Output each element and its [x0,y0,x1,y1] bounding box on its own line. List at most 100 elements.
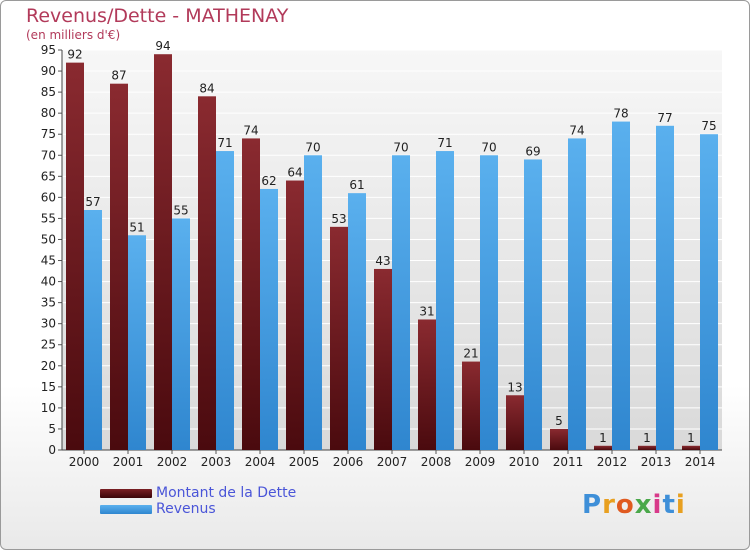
data-label-revenus: 69 [525,144,540,158]
data-label-dette: 1 [687,431,695,445]
bar-revenus [612,121,630,450]
y-tick-label: 10 [41,401,56,415]
bar-dette [242,138,260,450]
data-label-dette: 87 [111,69,126,83]
data-label-revenus: 74 [569,123,584,137]
data-label-dette: 84 [199,81,214,95]
data-label-dette: 74 [243,123,258,137]
x-tick-label: 2008 [421,455,452,469]
x-tick-label: 2004 [245,455,276,469]
bar-dette [594,445,612,450]
y-tick-label: 35 [41,296,56,310]
logo-letter: r [602,490,616,520]
y-tick-label: 25 [41,338,56,352]
bar-revenus [524,159,542,450]
x-tick-label: 2013 [641,455,672,469]
data-label-revenus: 61 [349,178,364,192]
y-tick-label: 75 [41,127,56,141]
y-tick-label: 30 [41,317,56,331]
y-tick-label: 20 [41,359,56,373]
chart-subtitle: (en milliers d'€) [26,28,121,42]
data-label-revenus: 55 [173,203,188,217]
bar-revenus [304,155,322,450]
data-label-revenus: 70 [305,140,320,154]
data-label-revenus: 75 [701,119,716,133]
y-tick-label: 50 [41,232,56,246]
data-label-revenus: 62 [261,174,276,188]
bar-revenus [216,151,234,451]
y-tick-label: 85 [41,85,56,99]
logo-letter: x [634,490,653,520]
bar-revenus [84,210,102,450]
bar-revenus [128,235,146,450]
y-tick-label: 5 [48,422,56,436]
logo-letter: P [582,490,603,520]
bar-dette [330,226,348,450]
y-tick-label: 55 [41,211,56,225]
data-label-dette: 1 [643,431,651,445]
data-label-dette: 31 [419,304,434,318]
data-label-revenus: 71 [437,136,452,150]
chart-title: Revenus/Dette - MATHENAY [26,5,289,27]
y-tick-label: 0 [48,443,56,457]
bar-dette [462,361,480,450]
y-tick-label: 70 [41,148,56,162]
logo-letter: i [652,490,663,520]
bar-revenus [656,125,674,450]
bar-dette [286,180,304,451]
y-tick-label: 40 [41,275,56,289]
bar-dette [66,62,84,450]
data-label-dette: 43 [375,254,390,268]
x-tick-label: 2005 [289,455,320,469]
x-tick-label: 2001 [113,455,144,469]
bar-dette [550,428,568,450]
logo-letter: t [662,490,676,520]
bar-dette [198,96,216,450]
data-label-revenus: 71 [217,136,232,150]
bar-revenus [172,218,190,450]
y-tick-label: 65 [41,169,56,183]
data-label-revenus: 51 [129,220,144,234]
data-label-revenus: 57 [85,195,100,209]
x-tick-label: 2007 [377,455,408,469]
data-label-revenus: 70 [481,140,496,154]
data-label-dette: 94 [155,39,170,53]
data-label-revenus: 78 [613,107,628,121]
bar-revenus [700,134,718,451]
bar-revenus [260,188,278,450]
bar-dette [154,54,172,451]
bar-dette [418,319,436,450]
data-label-dette: 5 [555,414,563,428]
x-tick-label: 2009 [465,455,496,469]
logo-letter: i [675,490,686,520]
bar-dette [638,445,656,450]
bar-revenus [568,138,586,450]
data-label-dette: 92 [67,48,82,62]
x-tick-label: 2000 [69,455,100,469]
bar-dette [506,395,524,450]
data-label-revenus: 70 [393,140,408,154]
y-tick-label: 60 [41,190,56,204]
data-label-dette: 53 [331,212,346,226]
x-tick-label: 2011 [553,455,584,469]
y-tick-label: 15 [41,380,56,394]
data-label-dette: 64 [287,166,302,180]
y-tick-label: 95 [41,43,56,57]
bar-revenus [392,155,410,450]
bar-dette [682,445,700,450]
data-label-revenus: 77 [657,111,672,125]
x-tick-label: 2003 [201,455,232,469]
data-label-dette: 21 [463,347,478,361]
y-tick-label: 90 [41,64,56,78]
y-tick-label: 80 [41,106,56,120]
x-tick-label: 2012 [597,455,628,469]
legend-label-revenus: Revenus [156,501,216,517]
data-label-dette: 13 [507,380,522,394]
bar-revenus [348,193,366,450]
bar-dette [110,83,128,451]
legend-swatch-debt [100,489,152,498]
x-tick-label: 2002 [157,455,188,469]
x-tick-label: 2006 [333,455,364,469]
logo-letter: o [615,490,635,520]
